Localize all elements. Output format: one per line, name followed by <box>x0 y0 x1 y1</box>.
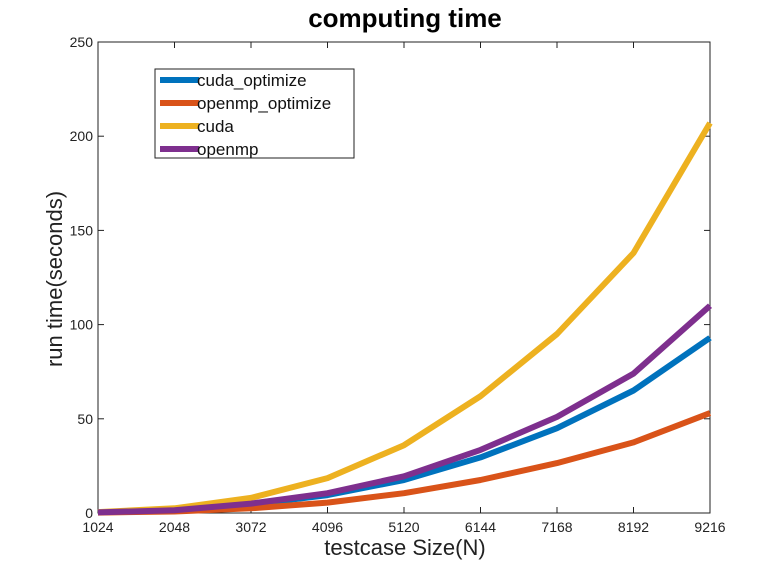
series-line-openmp <box>97 303 712 516</box>
chart-title: computing time <box>308 3 502 33</box>
legend-label: openmp <box>197 140 258 159</box>
y-tick-label: 50 <box>77 411 93 427</box>
x-axis: 1024 2048 3072 4096 5120 6144 7168 8192 9216 <box>82 42 726 535</box>
x-tick-label: 9216 <box>694 519 725 535</box>
x-tick-label: 6144 <box>465 519 496 535</box>
x-tick-label: 8192 <box>618 519 649 535</box>
legend-label: cuda_optimize <box>197 71 307 90</box>
legend-label: openmp_optimize <box>197 94 331 113</box>
y-tick-label: 150 <box>70 222 94 238</box>
legend-box <box>154 68 355 159</box>
legend-label: cuda <box>197 117 234 136</box>
y-tick-label: 250 <box>70 34 94 50</box>
x-tick-label: 1024 <box>82 519 113 535</box>
series-line-cuda <box>97 121 713 516</box>
x-tick-label: 3072 <box>235 519 266 535</box>
x-tick-label: 4096 <box>312 519 343 535</box>
x-tick-label: 7168 <box>541 519 572 535</box>
y-tick-label: 0 <box>85 505 93 521</box>
x-tick-label: 5120 <box>388 519 419 535</box>
y-axis-label: run time(seconds) <box>42 191 67 367</box>
y-axis: 0 50 100 150 200 250 <box>70 34 710 521</box>
series-lines <box>97 121 713 516</box>
y-tick-label: 200 <box>70 128 94 144</box>
x-tick-label: 2048 <box>159 519 190 535</box>
x-axis-label: testcase Size(N) <box>324 535 485 560</box>
y-tick-label: 100 <box>70 317 94 333</box>
